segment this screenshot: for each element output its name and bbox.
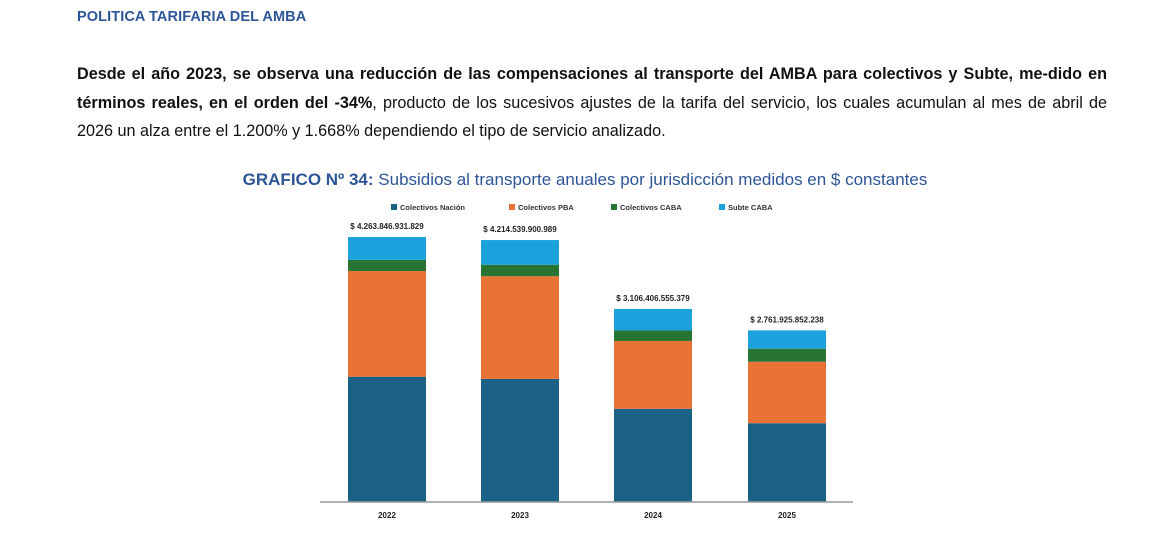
bar-segment xyxy=(481,264,559,277)
legend-swatch xyxy=(611,204,617,210)
chart-number: GRAFICO Nº 34: xyxy=(242,170,374,189)
bar-segment xyxy=(481,240,559,265)
legend-label: Subte CABA xyxy=(728,203,773,212)
bar-segment xyxy=(614,308,692,331)
legend-label: Colectivos PBA xyxy=(518,203,574,212)
bar-segment xyxy=(748,330,826,349)
bar-segment xyxy=(748,348,826,362)
legend-swatch xyxy=(509,204,515,210)
legend-swatch xyxy=(391,204,397,210)
bar-segment xyxy=(348,376,426,502)
chart-totals: $ 4.263.846.931.829 $ 4.214.539.900.989 $ … xyxy=(350,222,824,324)
bar-segment xyxy=(348,259,426,272)
bar-segment xyxy=(614,408,692,502)
chart-legend: Colectivos Nación Colectivos PBA Colectivo… xyxy=(391,203,773,212)
paragraph-regular-text: , producto de los sucesivos ajustes de l… xyxy=(77,93,1107,141)
paragraph-bold-text: Desde el año 2023, se observa una reducc… xyxy=(77,65,1107,112)
bar-segment xyxy=(748,361,826,424)
body-paragraph: Desde el año 2023, se observa una reducc… xyxy=(77,60,1107,146)
bar-segment xyxy=(614,330,692,341)
legend-label: Colectivos CABA xyxy=(620,203,682,212)
bar-segment xyxy=(481,378,559,502)
bar-segment xyxy=(348,237,426,260)
x-tick-label: 2023 xyxy=(511,511,529,520)
bar-total-label: $ 3.106.406.555.379 xyxy=(616,294,690,303)
bar-segment xyxy=(748,423,826,502)
bar-total-label: $ 4.263.846.931.829 xyxy=(350,222,424,231)
chart-title: GRAFICO Nº 34: Subsidios al transporte a… xyxy=(0,170,1170,190)
legend-label: Colectivos Nación xyxy=(400,203,465,212)
x-tick-label: 2025 xyxy=(778,511,796,520)
bar-total-label: $ 2.761.925.852.238 xyxy=(750,315,824,324)
chart-bars xyxy=(348,237,826,502)
bar-total-label: $ 4.214.539.900.989 xyxy=(483,225,557,234)
bar-segment xyxy=(348,271,426,377)
section-title: POLITICA TARIFARIA DEL AMBA xyxy=(77,9,307,25)
chart-title-text: Subsidios al transporte anuales por juri… xyxy=(378,170,928,189)
bar-segment xyxy=(614,340,692,409)
x-tick-label: 2024 xyxy=(644,511,662,520)
x-axis-ticks: 2022 2023 2024 2025 xyxy=(378,511,796,520)
x-tick-label: 2022 xyxy=(378,511,396,520)
bar-segment xyxy=(481,276,559,379)
legend-swatch xyxy=(719,204,725,210)
